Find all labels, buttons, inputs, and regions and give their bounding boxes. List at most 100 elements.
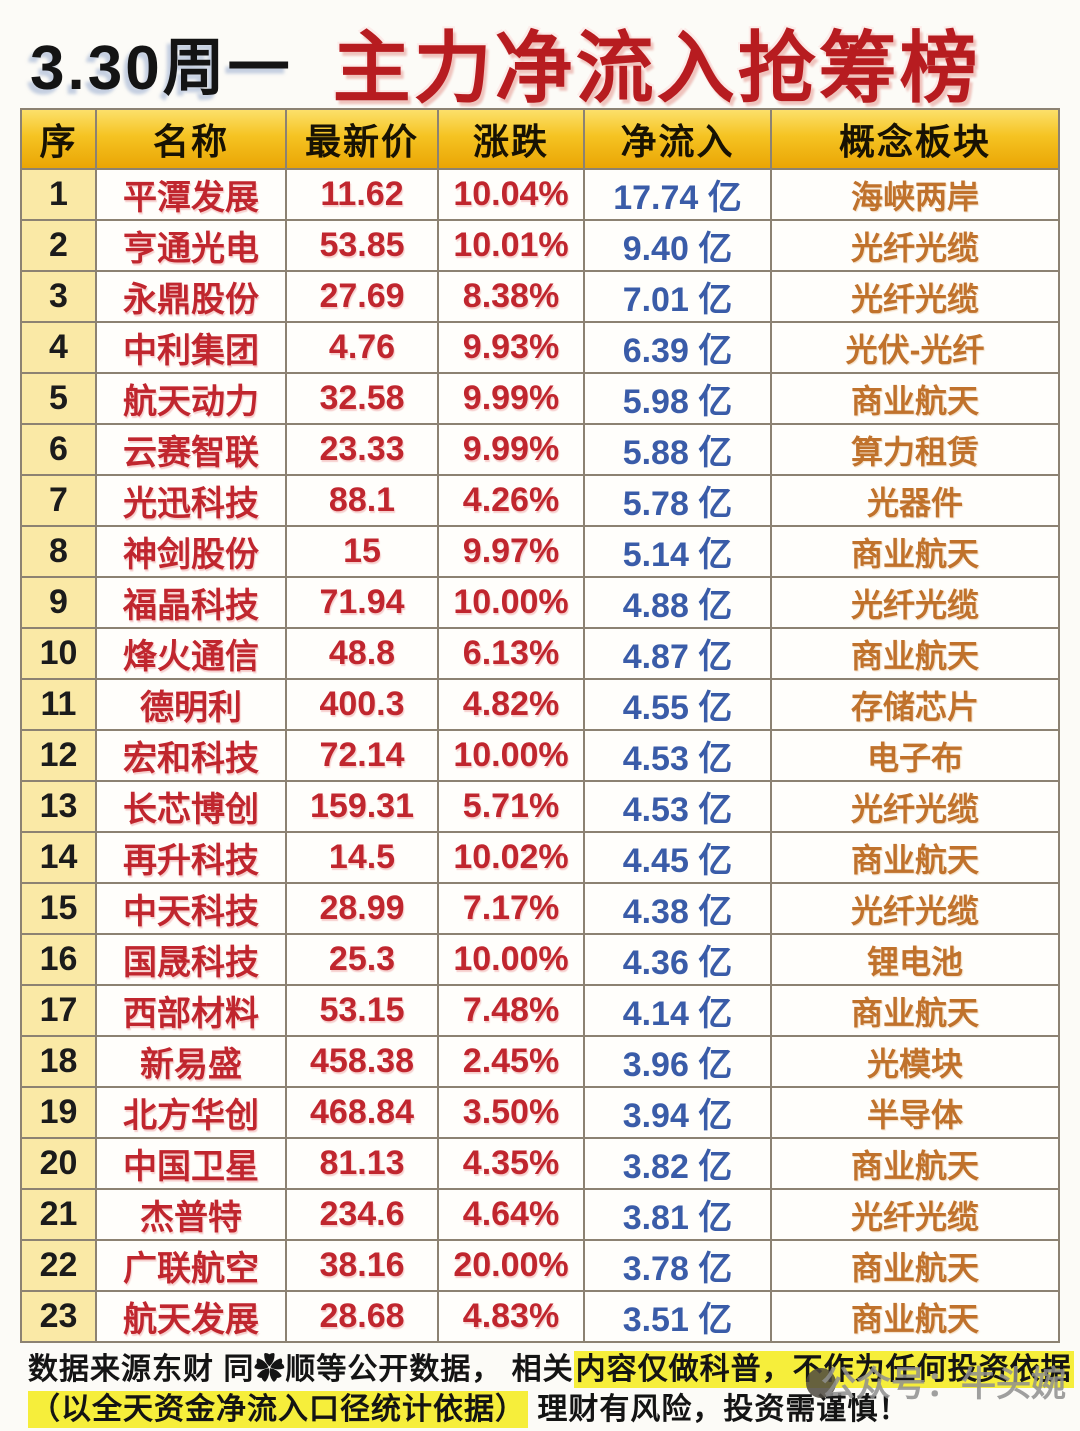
cell-stock-name: 福晶科技 <box>95 576 287 629</box>
cell-stock-name: 西部材料 <box>95 984 287 1037</box>
cell-price: 234.6 <box>285 1188 439 1241</box>
cell-net-inflow: 4.38 亿 <box>583 882 772 935</box>
cell-sector: 半导体 <box>770 1086 1060 1139</box>
cell-price: 23.33 <box>285 423 439 476</box>
cell-price: 53.15 <box>285 984 439 1037</box>
cell-stock-name: 广联航空 <box>95 1239 287 1292</box>
cell-price: 53.85 <box>285 219 439 272</box>
cell-net-inflow: 4.88 亿 <box>583 576 772 629</box>
cell-change: 9.99% <box>437 423 585 476</box>
cell-price: 88.1 <box>285 474 439 527</box>
cell-sector: 商业航天 <box>770 984 1060 1037</box>
cell-price: 27.69 <box>285 270 439 323</box>
cell-change: 4.64% <box>437 1188 585 1241</box>
header-name: 名称 <box>95 108 287 170</box>
cell-net-inflow: 4.53 亿 <box>583 729 772 782</box>
cell-net-inflow: 3.78 亿 <box>583 1239 772 1292</box>
cell-change: 10.00% <box>437 933 585 986</box>
table-row: 20 中国卫星 81.13 4.35% 3.82 亿 商业航天 <box>20 1137 1060 1190</box>
cell-price: 48.8 <box>285 627 439 680</box>
cell-change: 7.48% <box>437 984 585 1037</box>
cell-sector: 光纤光缆 <box>770 270 1060 323</box>
cell-sector: 光器件 <box>770 474 1060 527</box>
table-row: 22 广联航空 38.16 20.00% 3.78 亿 商业航天 <box>20 1239 1060 1292</box>
cell-net-inflow: 3.96 亿 <box>583 1035 772 1088</box>
title-bar: 3.30周一 主力净流入抢筹榜 <box>30 6 1074 118</box>
cell-net-inflow: 17.74 亿 <box>583 168 772 221</box>
table-header-row: 序 名称 最新价 涨跌 净流入 概念板块 <box>20 108 1060 170</box>
cell-sector: 算力租赁 <box>770 423 1060 476</box>
cell-rank: 13 <box>20 780 97 833</box>
cell-stock-name: 永鼎股份 <box>95 270 287 323</box>
cell-price: 4.76 <box>285 321 439 374</box>
cell-stock-name: 亨通光电 <box>95 219 287 272</box>
cell-price: 71.94 <box>285 576 439 629</box>
table-body: 1 平潭发展 11.62 10.04% 17.74 亿 海峡两岸 2 亨通光电 … <box>20 168 1060 1343</box>
watermark-logo <box>806 1368 836 1398</box>
table-row: 23 航天发展 28.68 4.83% 3.51 亿 商业航天 <box>20 1290 1060 1343</box>
cell-change: 9.93% <box>437 321 585 374</box>
cell-stock-name: 北方华创 <box>95 1086 287 1139</box>
cell-rank: 11 <box>20 678 97 731</box>
page-title: 主力净流入抢筹榜 <box>332 24 981 112</box>
cell-change: 4.83% <box>437 1290 585 1343</box>
cell-sector: 光纤光缆 <box>770 780 1060 833</box>
date-title: 3.30周一 <box>30 34 293 103</box>
cell-change: 4.26% <box>437 474 585 527</box>
cell-net-inflow: 5.78 亿 <box>583 474 772 527</box>
cell-change: 9.99% <box>437 372 585 425</box>
table-row: 4 中利集团 4.76 9.93% 6.39 亿 光伏-光纤 <box>20 321 1060 374</box>
table-row: 13 长芯博创 159.31 5.71% 4.53 亿 光纤光缆 <box>20 780 1060 833</box>
cell-sector: 商业航天 <box>770 1290 1060 1343</box>
cell-price: 28.99 <box>285 882 439 935</box>
cell-price: 72.14 <box>285 729 439 782</box>
cell-sector: 光纤光缆 <box>770 1188 1060 1241</box>
cell-net-inflow: 5.98 亿 <box>583 372 772 425</box>
cell-stock-name: 中利集团 <box>95 321 287 374</box>
cell-rank: 22 <box>20 1239 97 1292</box>
cell-rank: 14 <box>20 831 97 884</box>
footer-line1-plain: 数据来源东财 同✿顺等公开数据， 相关 <box>28 1353 574 1386</box>
cell-net-inflow: 4.55 亿 <box>583 678 772 731</box>
cell-price: 468.84 <box>285 1086 439 1139</box>
cell-rank: 8 <box>20 525 97 578</box>
cell-sector: 海峡两岸 <box>770 168 1060 221</box>
header-concept-sector: 概念板块 <box>770 108 1060 170</box>
cell-net-inflow: 4.36 亿 <box>583 933 772 986</box>
cell-rank: 18 <box>20 1035 97 1088</box>
cell-stock-name: 烽火通信 <box>95 627 287 680</box>
cell-stock-name: 航天发展 <box>95 1290 287 1343</box>
cell-change: 10.00% <box>437 729 585 782</box>
cell-rank: 7 <box>20 474 97 527</box>
cell-stock-name: 光迅科技 <box>95 474 287 527</box>
cell-change: 4.35% <box>437 1137 585 1190</box>
cell-stock-name: 国晟科技 <box>95 933 287 986</box>
cell-price: 159.31 <box>285 780 439 833</box>
cell-stock-name: 云赛智联 <box>95 423 287 476</box>
cell-net-inflow: 4.53 亿 <box>583 780 772 833</box>
header-rank: 序 <box>20 108 97 170</box>
cell-net-inflow: 5.88 亿 <box>583 423 772 476</box>
table-row: 1 平潭发展 11.62 10.04% 17.74 亿 海峡两岸 <box>20 168 1060 221</box>
cell-net-inflow: 3.94 亿 <box>583 1086 772 1139</box>
footer-disclaimer: 数据来源东财 同✿顺等公开数据， 相关内容仅做科普，不作为任何投资依据 （以全天… <box>28 1350 1074 1430</box>
header-latest-price: 最新价 <box>285 108 439 170</box>
cell-change: 10.04% <box>437 168 585 221</box>
cell-sector: 锂电池 <box>770 933 1060 986</box>
cell-rank: 12 <box>20 729 97 782</box>
cell-change: 10.01% <box>437 219 585 272</box>
cell-change: 6.13% <box>437 627 585 680</box>
cell-price: 32.58 <box>285 372 439 425</box>
cell-change: 4.82% <box>437 678 585 731</box>
table-row: 19 北方华创 468.84 3.50% 3.94 亿 半导体 <box>20 1086 1060 1139</box>
cell-change: 3.50% <box>437 1086 585 1139</box>
cell-rank: 5 <box>20 372 97 425</box>
table-row: 12 宏和科技 72.14 10.00% 4.53 亿 电子布 <box>20 729 1060 782</box>
table-row: 15 中天科技 28.99 7.17% 4.38 亿 光纤光缆 <box>20 882 1060 935</box>
cell-net-inflow: 3.82 亿 <box>583 1137 772 1190</box>
table-row: 6 云赛智联 23.33 9.99% 5.88 亿 算力租赁 <box>20 423 1060 476</box>
cell-price: 458.38 <box>285 1035 439 1088</box>
cell-net-inflow: 4.14 亿 <box>583 984 772 1037</box>
table-row: 5 航天动力 32.58 9.99% 5.98 亿 商业航天 <box>20 372 1060 425</box>
